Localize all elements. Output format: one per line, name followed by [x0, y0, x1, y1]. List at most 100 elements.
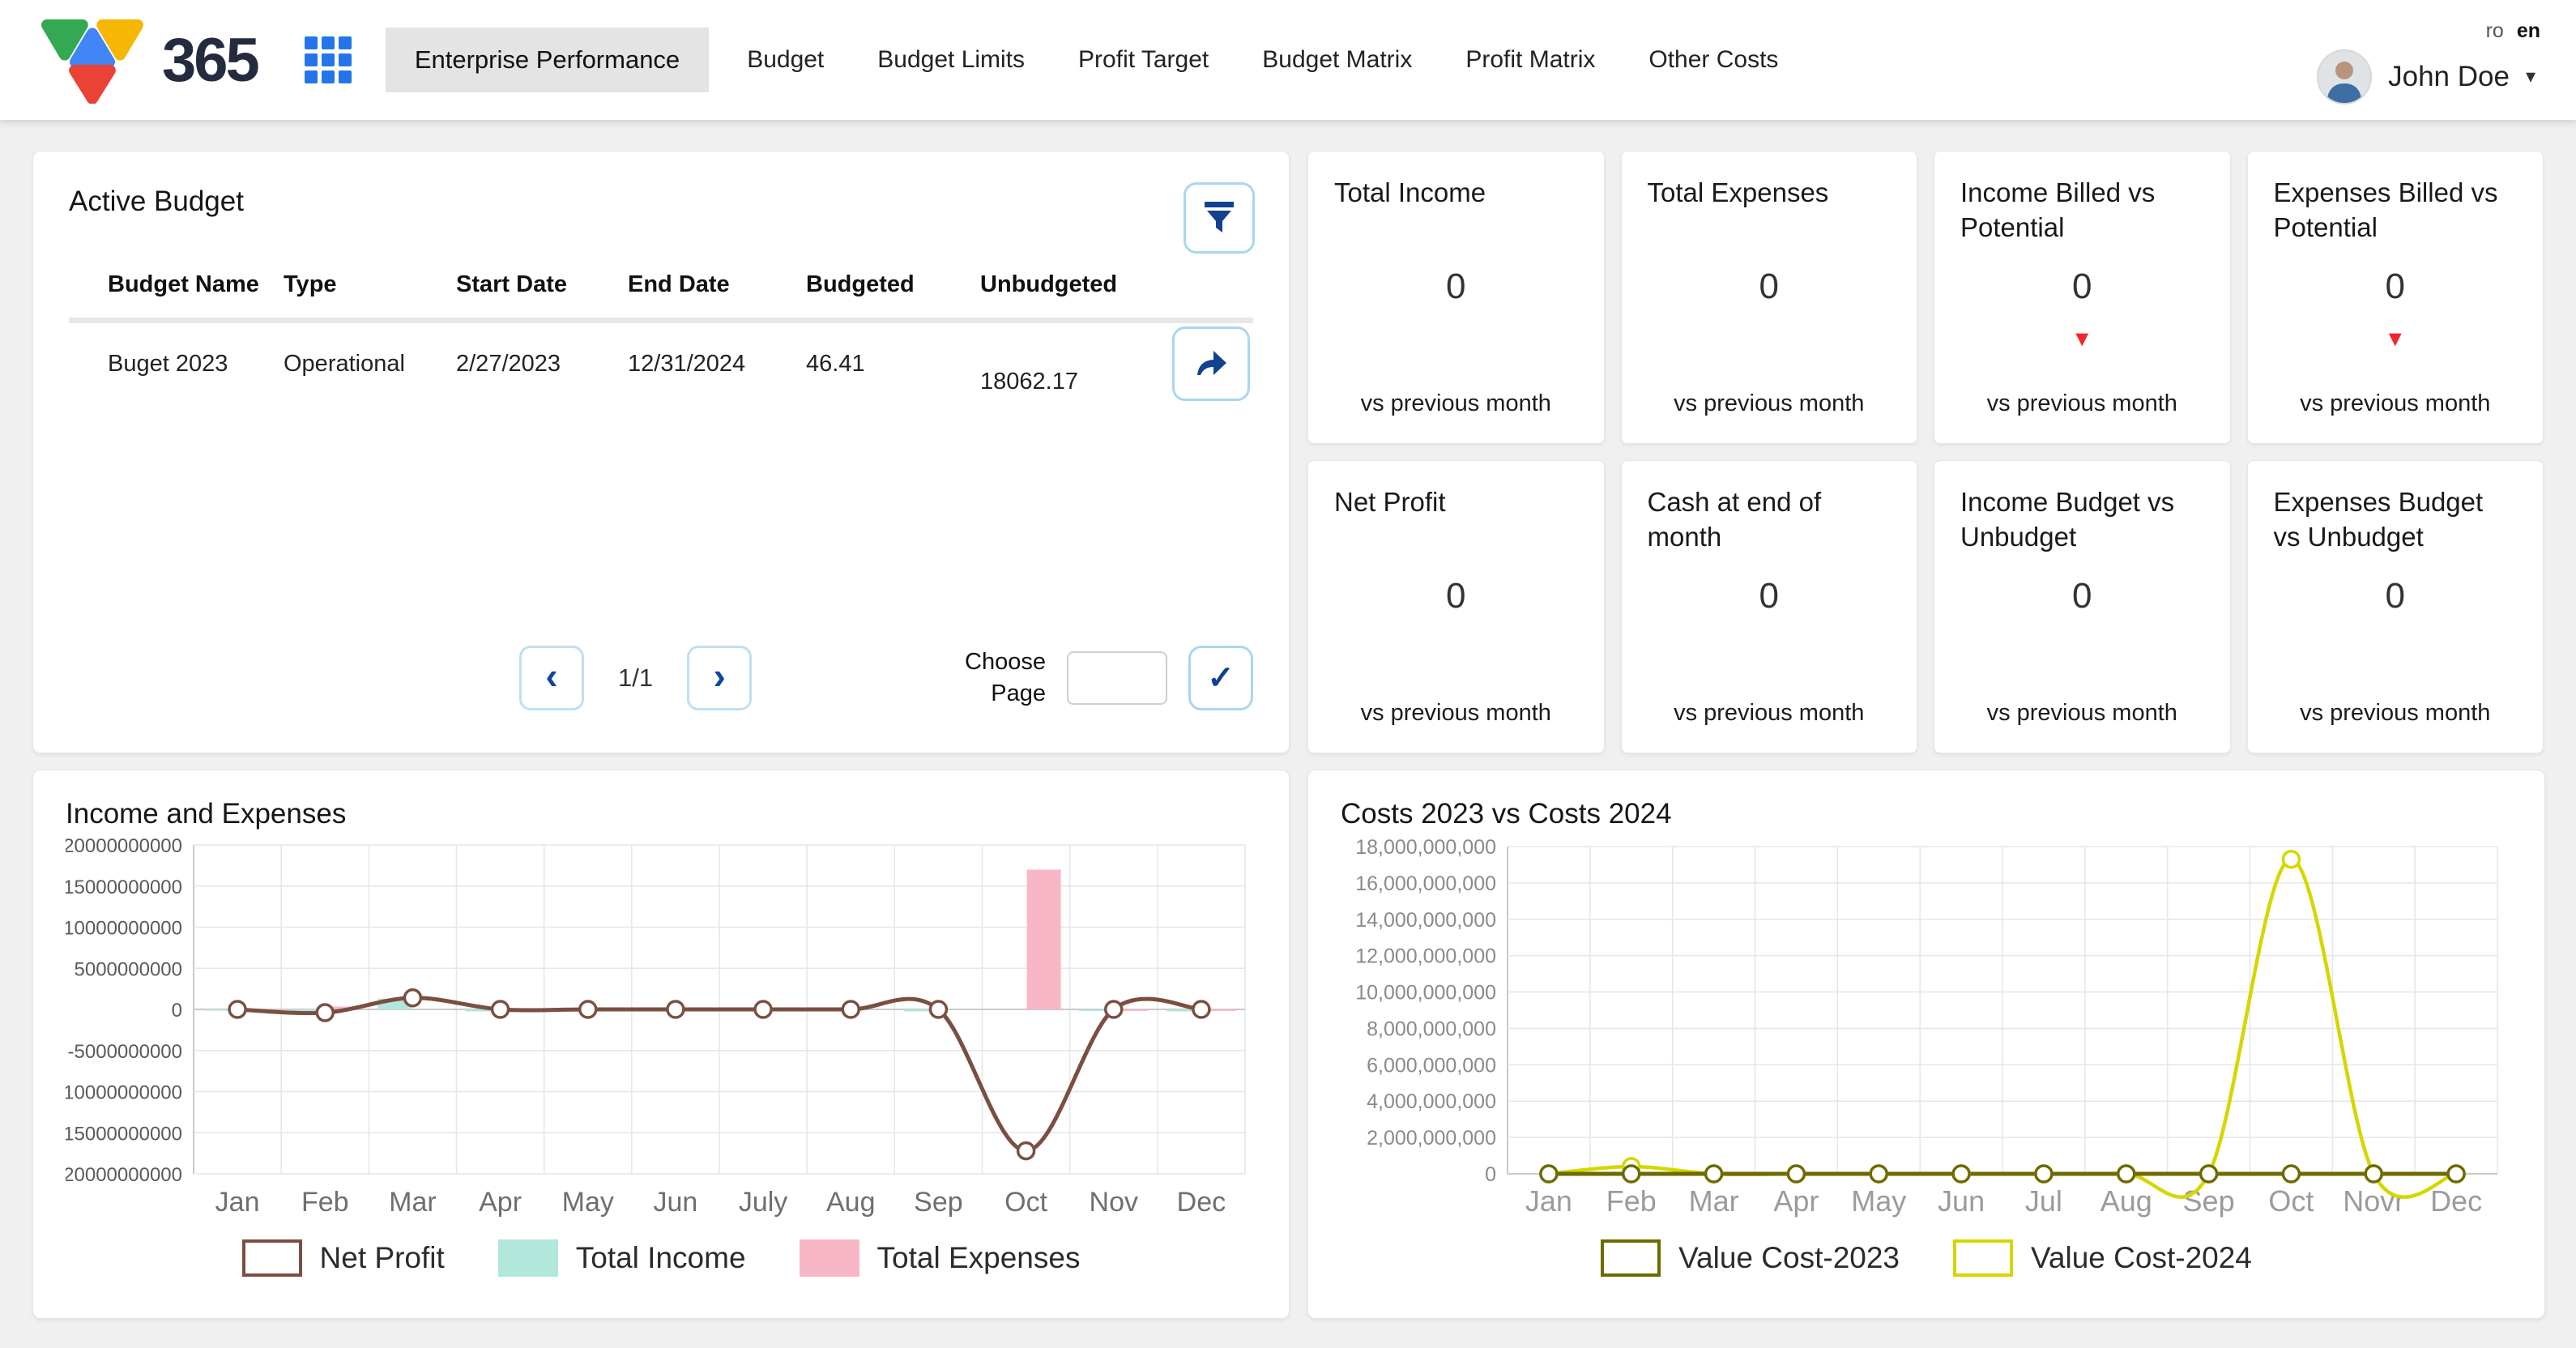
kpi-value: 0	[1759, 576, 1779, 616]
cell-unbudgeted-wrap: 18062.17	[69, 369, 1078, 395]
table-row: Buget 2023 Operational 2/27/2023 12/31/2…	[69, 323, 1253, 404]
svg-text:5000000000: 5000000000	[75, 958, 182, 980]
svg-text:10000000000: 10000000000	[66, 918, 182, 940]
svg-text:Aug: Aug	[2100, 1184, 2152, 1218]
svg-text:May: May	[562, 1187, 614, 1218]
income-expenses-panel: Income and Expenses -20000000000 -1500000…	[32, 770, 1290, 1319]
legend-swatch-icon	[1953, 1239, 2013, 1277]
next-page-button[interactable]: ›	[687, 646, 753, 710]
legend-label: Value Cost-2024	[2031, 1241, 2252, 1274]
pagination: ‹ 1/1 › Choose Page ✓	[69, 646, 1253, 710]
svg-text:12,000,000,000: 12,000,000,000	[1355, 945, 1496, 968]
svg-text:Mar: Mar	[389, 1187, 437, 1218]
svg-text:16,000,000,000: 16,000,000,000	[1355, 872, 1496, 895]
svg-text:10,000,000,000: 10,000,000,000	[1355, 982, 1496, 1005]
dashboard: Active Budget Budget Name Type Start Dat…	[0, 120, 2576, 1319]
kpi-footnote: vs previous month	[1360, 700, 1551, 726]
trend-down-icon: ▼	[2384, 326, 2407, 351]
filter-button[interactable]	[1184, 182, 1255, 254]
chevron-down-icon: ▾	[2525, 66, 2535, 87]
svg-text:-10000000000: -10000000000	[66, 1082, 182, 1104]
svg-text:Jun: Jun	[654, 1187, 698, 1218]
cell-unbudgeted: 18062.17	[980, 369, 1078, 395]
kpi-card-expenses-budget-vs-unbudget: Expenses Budget vs Unbudget 0 vs previou…	[2246, 460, 2544, 753]
legend-item-net-profit[interactable]: Net Profit	[241, 1239, 445, 1277]
kpi-card-net-profit: Net Profit 0 vs previous month	[1307, 460, 1605, 753]
svg-text:Jan: Jan	[215, 1187, 260, 1218]
svg-text:0: 0	[1485, 1163, 1496, 1186]
kpi-title: Income Billed vs Potential	[1960, 177, 2156, 242]
svg-text:4,000,000,000: 4,000,000,000	[1367, 1090, 1496, 1113]
kpi-footnote: vs previous month	[1674, 390, 1865, 416]
prev-page-button[interactable]: ‹	[519, 646, 584, 710]
page-nav: ‹ 1/1 ›	[519, 646, 753, 710]
legend-item-value-cost-2023[interactable]: Value Cost-2023	[1601, 1239, 1900, 1277]
cell-start-date: 2/27/2023	[456, 350, 561, 377]
user-menu[interactable]: John Doe ▾	[2317, 49, 2540, 105]
svg-text:Apr: Apr	[1773, 1184, 1819, 1218]
svg-text:Jun: Jun	[1938, 1184, 1985, 1218]
svg-text:May: May	[1851, 1184, 1906, 1218]
nav-item-profit-matrix[interactable]: Profit Matrix	[1465, 46, 1596, 73]
kpi-title: Expenses Budget vs Unbudget	[2273, 487, 2484, 552]
svg-text:15000000000: 15000000000	[66, 877, 182, 898]
kpi-title: Total Expenses	[1647, 177, 1829, 207]
logo-text: 365	[162, 25, 260, 95]
legend-item-total-income[interactable]: Total Income	[497, 1239, 746, 1277]
svg-text:Jul: Jul	[2025, 1184, 2062, 1218]
legend-item-total-expenses[interactable]: Total Expenses	[799, 1239, 1080, 1277]
svg-text:8,000,000,000: 8,000,000,000	[1367, 1017, 1496, 1040]
svg-text:Aug: Aug	[826, 1187, 876, 1218]
choose-page-input[interactable]	[1067, 651, 1167, 705]
svg-text:Oct: Oct	[2268, 1184, 2314, 1218]
legend-swatch-icon	[497, 1239, 558, 1277]
svg-text:Novr: Novr	[2343, 1184, 2404, 1218]
apps-grid-icon[interactable]	[304, 36, 352, 83]
legend-item-value-cost-2024[interactable]: Value Cost-2024	[1953, 1239, 2252, 1277]
svg-text:Dec: Dec	[1177, 1187, 1226, 1218]
legend-label: Total Income	[575, 1241, 746, 1274]
share-arrow-icon	[1192, 346, 1230, 382]
app-logo: 365	[36, 13, 260, 108]
legend-label: Value Cost-2023	[1678, 1241, 1900, 1274]
nav-item-other-costs[interactable]: Other Costs	[1648, 46, 1779, 73]
lang-en[interactable]: en	[2516, 19, 2540, 42]
income-expenses-chart: -20000000000 -15000000000 -10000000000 -500…	[57, 835, 1246, 1218]
svg-text:Oct: Oct	[1004, 1187, 1047, 1218]
col-end-date: End Date	[628, 271, 730, 297]
lang-ro[interactable]: ro	[2485, 19, 2504, 42]
svg-text:-15000000000: -15000000000	[66, 1123, 182, 1145]
budget-table: Budget Name Type Start Date End Date Bud…	[69, 271, 1253, 404]
kpi-footnote: vs previous month	[1986, 700, 2177, 726]
nav-item-budget-limits[interactable]: Budget Limits	[877, 46, 1026, 73]
costs-title: Costs 2023 vs Costs 2024	[1341, 798, 1672, 830]
col-unbudgeted: Unbudgeted	[980, 271, 1118, 297]
budget-table-header: Budget Name Type Start Date End Date Bud…	[69, 271, 1253, 323]
kpi-card-total-income: Total Income 0 vs previous month	[1307, 151, 1605, 444]
open-budget-button[interactable]	[1172, 326, 1250, 401]
filter-funnel-icon	[1202, 198, 1236, 238]
svg-text:0: 0	[172, 1000, 182, 1022]
nav-item-profit-target[interactable]: Profit Target	[1078, 46, 1209, 73]
kpi-footnote: vs previous month	[2300, 390, 2491, 416]
kpi-value: 0	[2072, 267, 2092, 306]
logo-triangles-icon	[36, 13, 149, 108]
legend-swatch-icon	[241, 1239, 302, 1277]
col-type: Type	[284, 271, 337, 297]
svg-text:18,000,000,000: 18,000,000,000	[1355, 836, 1496, 859]
kpi-title: Cash at end of month	[1647, 487, 1822, 552]
svg-text:July: July	[739, 1187, 787, 1218]
user-name: John Doe	[2388, 60, 2510, 92]
nav-item-budget[interactable]: Budget	[747, 46, 825, 73]
cell-budget-name: Buget 2023	[108, 350, 228, 377]
kpi-value: 0	[1446, 576, 1466, 616]
kpi-footnote: vs previous month	[1986, 390, 2177, 416]
nav-item-budget-matrix[interactable]: Budget Matrix	[1262, 46, 1413, 73]
active-budget-panel: Active Budget Budget Name Type Start Dat…	[32, 151, 1290, 753]
avatar	[2317, 49, 2373, 105]
active-app-tab[interactable]: Enterprise Performance	[385, 28, 710, 92]
go-to-page-button[interactable]: ✓	[1188, 646, 1253, 710]
svg-text:Jan: Jan	[1525, 1184, 1572, 1218]
svg-text:-20000000000: -20000000000	[66, 1164, 182, 1186]
page-indicator: 1/1	[618, 663, 654, 692]
